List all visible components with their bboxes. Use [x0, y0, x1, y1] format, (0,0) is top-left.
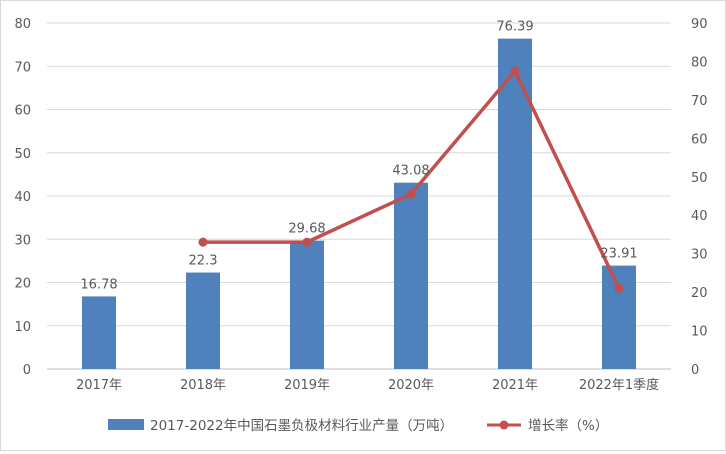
bar-data-label: 23.91	[600, 247, 637, 262]
y-left-tick-label: 50	[14, 147, 31, 162]
x-tick-label: 2020年	[388, 378, 434, 393]
y-left-tick-label: 10	[14, 320, 31, 335]
bar	[498, 38, 532, 369]
y-right-tick-label: 90	[691, 17, 708, 32]
bar	[82, 296, 116, 369]
x-tick-label: 2017年	[76, 378, 122, 393]
growth-rate-point	[406, 189, 416, 199]
y-right-tick-label: 10	[691, 325, 708, 340]
legend-label-line: 增长率（%）	[528, 417, 608, 434]
y-left-tick-label: 60	[14, 104, 31, 119]
y-right-tick-label: 40	[691, 209, 708, 224]
x-tick-label: 2022年1季度	[579, 377, 659, 393]
legend-swatch-marker	[499, 420, 509, 430]
bar	[602, 265, 636, 369]
legend-label-bar: 2017-2022年中国石墨负极材料行业产量（万吨）	[150, 418, 453, 434]
y-right-tick-label: 70	[691, 94, 708, 109]
y-right-tick-label: 50	[691, 171, 708, 186]
y-left-tick-label: 30	[14, 233, 31, 248]
y-right-tick-label: 30	[691, 248, 708, 263]
y-left-tick-label: 0	[23, 363, 31, 378]
x-tick-label: 2019年	[284, 378, 330, 393]
bar-data-label: 76.39	[496, 20, 533, 35]
bar	[290, 240, 324, 369]
y-right-tick-label: 20	[691, 286, 708, 301]
y-left-tick-label: 70	[14, 60, 31, 75]
y-right-tick-label: 60	[691, 132, 708, 147]
x-tick-label: 2021年	[492, 378, 538, 393]
growth-rate-point	[198, 237, 208, 247]
y-left-tick-label: 40	[14, 190, 31, 205]
y-left-tick-label: 80	[14, 17, 31, 32]
legend-swatch-bar	[108, 419, 144, 430]
bar-data-label: 43.08	[392, 164, 429, 179]
bar-data-label: 29.68	[288, 222, 325, 237]
bar	[186, 272, 220, 369]
y-left-tick-label: 20	[14, 277, 31, 292]
growth-rate-point	[614, 283, 624, 293]
y-right-tick-label: 0	[691, 363, 699, 378]
growth-rate-point	[510, 66, 520, 76]
bar-data-label: 22.3	[189, 254, 218, 269]
bar-data-label: 16.78	[80, 277, 117, 292]
bar	[394, 182, 428, 369]
x-tick-label: 2018年	[180, 378, 226, 393]
growth-rate-point	[302, 237, 312, 247]
y-right-tick-label: 80	[691, 55, 708, 70]
